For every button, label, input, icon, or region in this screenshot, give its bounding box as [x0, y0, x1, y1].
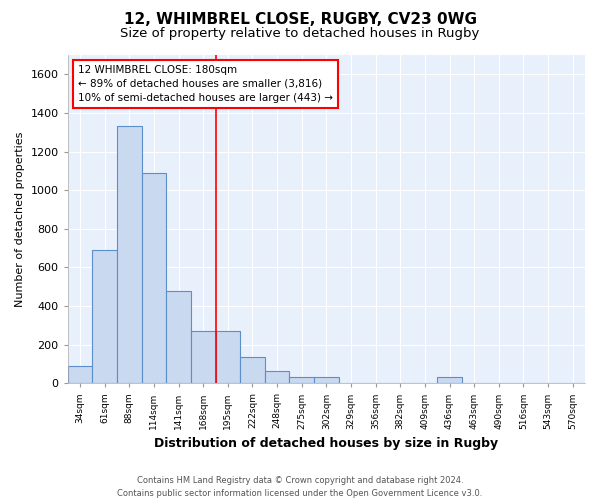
Y-axis label: Number of detached properties: Number of detached properties — [15, 132, 25, 307]
Bar — [240, 357, 265, 384]
Bar — [68, 366, 92, 384]
Bar — [314, 378, 338, 384]
Bar — [437, 378, 462, 384]
Bar — [92, 250, 117, 384]
X-axis label: Distribution of detached houses by size in Rugby: Distribution of detached houses by size … — [154, 437, 499, 450]
Text: 12, WHIMBREL CLOSE, RUGBY, CV23 0WG: 12, WHIMBREL CLOSE, RUGBY, CV23 0WG — [124, 12, 476, 28]
Bar — [265, 370, 289, 384]
Text: Contains HM Land Registry data © Crown copyright and database right 2024.
Contai: Contains HM Land Registry data © Crown c… — [118, 476, 482, 498]
Text: 12 WHIMBREL CLOSE: 180sqm
← 89% of detached houses are smaller (3,816)
10% of se: 12 WHIMBREL CLOSE: 180sqm ← 89% of detac… — [78, 65, 333, 103]
Bar — [289, 378, 314, 384]
Bar — [166, 290, 191, 384]
Bar — [191, 331, 215, 384]
Text: Size of property relative to detached houses in Rugby: Size of property relative to detached ho… — [121, 28, 479, 40]
Bar — [117, 126, 142, 384]
Bar — [215, 331, 240, 384]
Bar — [142, 173, 166, 384]
